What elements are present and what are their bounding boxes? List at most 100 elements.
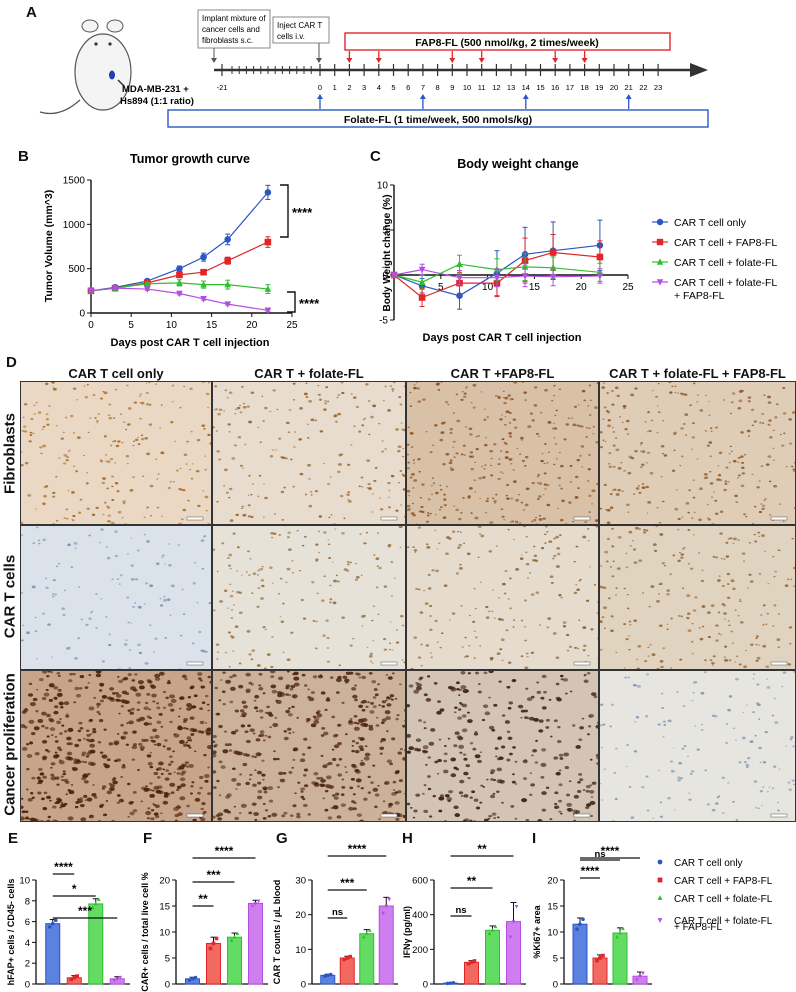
histology-stain (680, 777, 684, 780)
histology-stain (78, 586, 81, 588)
histology-stain (607, 462, 611, 465)
histology-stain (473, 798, 479, 802)
histology-stain (281, 814, 286, 818)
histology-stain (544, 542, 547, 544)
histology-stain (224, 389, 228, 392)
data-point (224, 280, 231, 288)
histology-stain (224, 468, 228, 472)
histology-stain (145, 382, 148, 384)
histology-stain (355, 405, 360, 409)
histology-stain (630, 816, 635, 819)
histology-stain (738, 600, 742, 603)
histology-stain (173, 733, 180, 738)
histology-stain (122, 421, 126, 424)
histology-texture (21, 671, 211, 821)
histology-stain (111, 475, 114, 478)
histology-stain (316, 592, 319, 595)
y-axis-label: %Ki67+ area (532, 904, 542, 958)
histology-stain (106, 505, 109, 508)
histology-stain (402, 814, 405, 819)
histology-stain (423, 693, 428, 697)
histology-stain (465, 764, 471, 768)
histology-stain (696, 394, 699, 396)
histology-stain (148, 708, 152, 711)
histology-stain (621, 421, 624, 424)
histology-stain (709, 470, 712, 473)
histology-stain (385, 699, 388, 702)
histology-stain (550, 581, 554, 584)
histology-stain (205, 730, 211, 735)
histology-stain (264, 734, 268, 737)
data-point (621, 926, 625, 931)
histology-stain (197, 730, 203, 734)
histology-stain (662, 736, 665, 738)
histology-stain (693, 511, 696, 514)
histology-stain (540, 762, 547, 768)
histology-stain (34, 630, 38, 633)
histology-stain (356, 722, 360, 725)
histology-stain (216, 779, 220, 783)
histology-stain (59, 705, 64, 709)
histology-stain (499, 648, 503, 651)
histology-stain (57, 688, 62, 692)
histology-stain (787, 781, 791, 784)
histology-stain (667, 797, 671, 800)
histology-stain (681, 747, 685, 750)
histology-stain (452, 412, 455, 414)
histology-stain (413, 747, 419, 752)
histology-stain (644, 659, 648, 663)
histology-texture (600, 382, 795, 524)
histology-stain (688, 798, 692, 801)
histology-stain (263, 483, 265, 485)
histology-stain (577, 790, 582, 793)
histology-col-title-3: CAR T +FAP8-FL (450, 366, 555, 381)
histology-stain (387, 543, 392, 547)
data-point (72, 975, 77, 980)
histology-stain (431, 569, 435, 572)
histology-stain (338, 463, 342, 466)
histology-stain (570, 417, 573, 419)
histology-row-label-2: CAR T cells (1, 554, 19, 639)
histology-stain (606, 537, 610, 540)
histology-stain (161, 515, 163, 517)
histology-stain (324, 808, 329, 812)
histology-stain (55, 425, 58, 427)
histology-stain (465, 655, 469, 658)
histology-stain (356, 672, 361, 676)
histology-stain (485, 499, 489, 503)
histology-stain (29, 431, 33, 434)
histology-stain (690, 770, 695, 773)
histology-stain (651, 390, 654, 392)
histology-stain (386, 759, 393, 764)
data-point (487, 931, 492, 936)
histology-stain (164, 777, 170, 781)
histology-stain (635, 487, 640, 490)
histology-stain (358, 718, 364, 723)
histology-stain (620, 462, 623, 464)
histology-stain (52, 522, 56, 524)
histology-stain (483, 418, 487, 421)
histology-stain (407, 489, 411, 493)
histology-stain (257, 781, 262, 785)
histology-stain (50, 776, 57, 781)
histology-stain (258, 672, 263, 676)
histology-stain (766, 790, 769, 793)
histology-stain (201, 424, 206, 428)
histology-stain (38, 542, 41, 545)
histology-stain (324, 399, 327, 402)
histology-stain (748, 573, 752, 576)
histology-stain (401, 624, 405, 627)
histology-stain (232, 674, 237, 678)
histology-stain (490, 771, 494, 775)
histology-stain (680, 553, 684, 556)
histology-stain (368, 724, 374, 728)
histology-stain (347, 498, 350, 501)
histology-stain (88, 706, 95, 711)
histology-stain (320, 599, 325, 603)
histology-stain (36, 658, 38, 660)
histology-stain (564, 766, 570, 770)
histology-stain (140, 401, 145, 405)
histology-stain (83, 794, 88, 798)
histology-stain (256, 664, 261, 667)
histology-stain (712, 714, 716, 717)
